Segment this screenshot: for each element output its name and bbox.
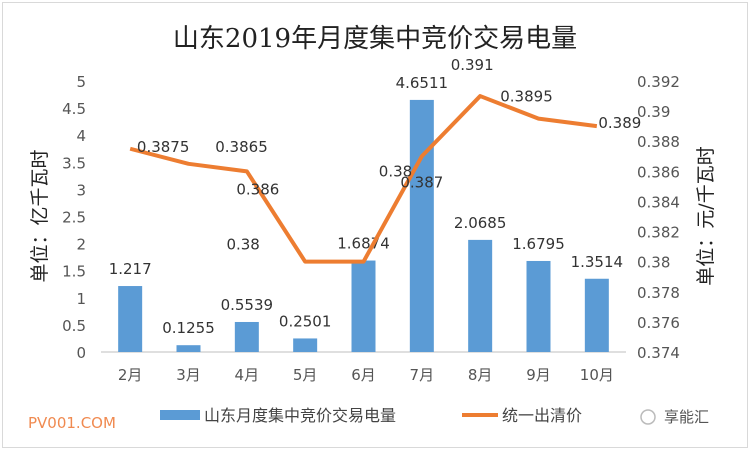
bar <box>293 338 318 352</box>
bar <box>176 345 201 352</box>
y-axis-label: 单位：亿千瓦时 <box>29 149 51 282</box>
legend-bar-label: 山东月度集中竞价交易电量 <box>204 406 396 425</box>
x-tick-label: 3月 <box>176 366 201 384</box>
x-tick-label: 2月 <box>118 366 143 384</box>
y2-tick-label: 0.388 <box>637 133 680 151</box>
x-tick-label: 6月 <box>351 366 376 384</box>
brand-name: 享能汇 <box>664 408 709 426</box>
line-data-label: 0.391 <box>451 56 494 74</box>
y2-tick-label: 0.374 <box>637 344 680 362</box>
legend-line-label: 统一出清价 <box>502 406 582 425</box>
bar-data-label: 1.217 <box>109 260 152 278</box>
y-tick-label: 4.5 <box>62 100 86 118</box>
bar-data-label: 1.6874 <box>337 235 390 253</box>
bar <box>118 286 143 352</box>
y2-tick-label: 0.376 <box>637 314 680 332</box>
y-tick-label: 1.5 <box>62 263 86 281</box>
line-data-label: 0.387 <box>400 173 443 191</box>
chart-title: 山东2019年月度集中竞价交易电量 <box>173 24 577 54</box>
bar <box>584 278 609 352</box>
y2-tick-label: 0.378 <box>637 284 680 302</box>
y-tick-label: 3.5 <box>62 154 86 172</box>
bar <box>468 239 493 352</box>
x-tick-label: 7月 <box>410 366 435 384</box>
y-tick-label: 0 <box>76 344 86 362</box>
line-data-label: 0.3875 <box>137 138 190 156</box>
line-data-label: 0.38 <box>379 163 412 181</box>
bar <box>351 260 376 352</box>
bar-data-label: 2.0685 <box>454 214 507 232</box>
y2-tick-label: 0.382 <box>637 224 680 242</box>
line-data-label: 0.386 <box>236 180 279 198</box>
line-series <box>129 94 598 264</box>
bar-data-label: 0.1255 <box>162 319 215 337</box>
y-tick-label: 0.5 <box>62 317 86 335</box>
bar <box>526 260 551 352</box>
y-tick-label: 3 <box>76 181 86 199</box>
bar-data-label: 4.6511 <box>396 74 449 92</box>
y2-axis-label: 单位：元/千瓦时 <box>695 146 717 285</box>
line-data-label: 0.3865 <box>215 138 268 156</box>
legend-bar-swatch <box>160 410 200 420</box>
line-data-label: 0.389 <box>598 114 641 132</box>
line-data-label: 0.38 <box>226 236 259 254</box>
y-tick-label: 2 <box>76 236 86 254</box>
y2-tick-label: 0.39 <box>637 103 670 121</box>
line-data-label: 0.3895 <box>500 88 553 106</box>
y2-tick-label: 0.386 <box>637 163 680 181</box>
wechat-icon <box>640 409 656 425</box>
y2-tick-label: 0.384 <box>637 193 680 211</box>
bar-data-label: 0.5539 <box>221 296 274 314</box>
bar-data-label: 1.3514 <box>571 253 624 271</box>
y-tick-label: 5 <box>76 73 86 91</box>
bar <box>234 321 259 352</box>
x-tick-label: 9月 <box>526 366 551 384</box>
x-tick-label: 5月 <box>293 366 318 384</box>
x-tick-label: 10月 <box>580 366 614 384</box>
watermark: PV001.COM <box>28 414 116 432</box>
y-tick-label: 2.5 <box>62 209 86 227</box>
y-tick-label: 4 <box>76 127 86 145</box>
y2-tick-label: 0.38 <box>637 254 670 272</box>
x-tick-label: 8月 <box>468 366 493 384</box>
bar <box>409 99 434 353</box>
y-tick-label: 1 <box>76 290 86 308</box>
x-tick-label: 4月 <box>235 366 260 384</box>
bar-data-label: 0.2501 <box>279 312 332 330</box>
bar-data-label: 1.6795 <box>512 235 565 253</box>
y2-tick-label: 0.392 <box>637 73 680 91</box>
